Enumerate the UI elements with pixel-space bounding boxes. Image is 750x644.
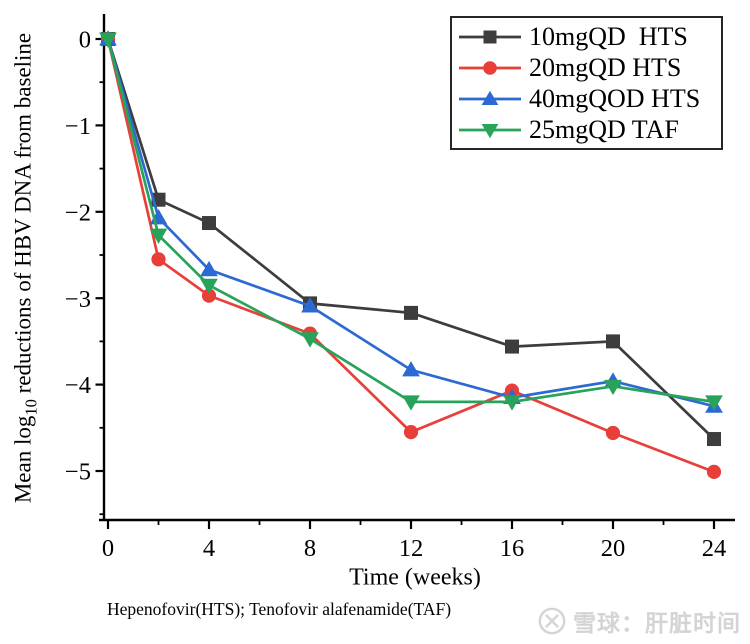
marker-square [404, 305, 418, 320]
y-tick-label: 0 [79, 27, 91, 54]
marker-triangle-down [503, 395, 521, 411]
legend-item-label: 20mgQD HTS [529, 52, 682, 82]
legend-item-3: 40mgQOD HTS [458, 83, 721, 114]
series-line-square [106, 38, 715, 441]
y-axis-title: Mean log10 reductions of HBV DNA from ba… [11, 33, 42, 503]
legend-item-label: 40mgQOD HTS [529, 83, 701, 113]
watermark: 雪球：肝脏时间 [537, 604, 741, 638]
series-line-triangle-down [106, 38, 715, 404]
legend-item-4: 25mgQD TAF [458, 114, 721, 145]
x-axis-title: Time (weeks) [349, 564, 481, 591]
marker-triangle-down [301, 332, 319, 348]
x-tick-label: 16 [500, 535, 525, 562]
series-line-circle [106, 38, 715, 474]
y-tick-label: −1 [65, 113, 91, 140]
legend: 10mgQD HTS 20mgQD HTS 40mgQOD HTS 25mgQD TA… [450, 16, 723, 150]
x-tick-label: 8 [304, 535, 316, 562]
marker-triangle-up [301, 297, 319, 313]
y-axis-title-post: reductions of HBV DNA from baseline [10, 32, 36, 400]
marker-triangle-up [402, 361, 420, 377]
y-tick-label: −4 [65, 372, 91, 399]
marker-circle [706, 464, 722, 479]
marker-square [707, 432, 721, 447]
marker-triangle-down [402, 395, 420, 411]
marker-square [606, 334, 620, 349]
marker-circle [605, 425, 621, 441]
footnote: Hepenofovir(HTS); Tenofovir alafenamide(… [107, 599, 452, 619]
x-tick-label: 12 [399, 535, 424, 562]
marker-square [505, 339, 519, 354]
xueqiu-logo-icon [538, 607, 566, 635]
marker-triangle-down [149, 228, 168, 244]
marker-circle [403, 425, 419, 440]
legend-item-label: 25mgQD TAF [529, 114, 679, 144]
x-tick-label: 0 [102, 535, 114, 562]
y-tick-label: −2 [65, 199, 91, 226]
watermark-text: 雪球：肝脏时间 [573, 610, 741, 636]
legend-item-1: 10mgQD HTS [458, 21, 721, 52]
legend-item-label: 10mgQD HTS [529, 21, 688, 51]
marker-triangle-up [200, 260, 218, 277]
x-tick-label: 20 [601, 535, 626, 562]
x-tick-label: 4 [203, 535, 215, 562]
series-line-triangle-up [106, 38, 715, 408]
legend-item-2: 20mgQD HTS [458, 52, 721, 83]
marker-circle [151, 252, 166, 267]
marker-triangle-down [200, 278, 218, 295]
y-tick-label: −3 [65, 286, 91, 313]
marker-square [202, 216, 216, 231]
marker-triangle-down [705, 395, 723, 411]
legend-circle-icon [459, 60, 521, 75]
x-tick-label: 24 [702, 535, 727, 562]
marker-triangle-down [99, 32, 117, 48]
legend-square-icon [459, 30, 521, 43]
y-tick-label: −5 [65, 459, 91, 486]
marker-triangle-down [604, 379, 622, 396]
y-axis-title-pre: Mean log [10, 415, 36, 504]
legend-triangle-down-icon [459, 123, 521, 138]
legend-triangle-up-icon [459, 90, 521, 105]
y-axis-title-sub: 10 [21, 399, 41, 416]
